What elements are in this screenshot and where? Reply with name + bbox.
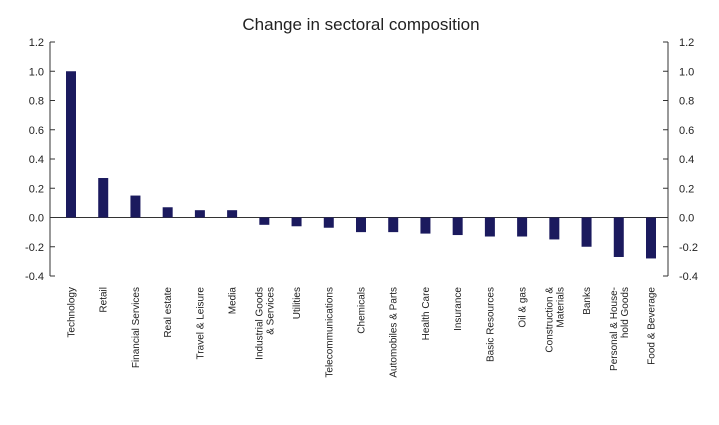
category-label: Technology xyxy=(67,287,78,338)
y-tick-label-left: 1.2 xyxy=(29,37,44,49)
category-label-line: & Services xyxy=(265,287,276,335)
category-label: Food & Beverage xyxy=(647,287,658,365)
category-label: Real estate xyxy=(163,287,174,338)
y-axis-left: -0.4 -0.2 0.0 0.2 0.4 0.6 0.8 1.0 1.2 xyxy=(25,37,55,283)
y-tick-label-left: 1.0 xyxy=(29,66,44,78)
y-tick-label-left: 0.2 xyxy=(29,183,44,195)
category-label-line: Industrial Goods xyxy=(254,287,265,360)
bar xyxy=(323,217,334,228)
y-tick-label-left: -0.4 xyxy=(25,271,44,283)
category-label: Industrial Goods& Services xyxy=(254,287,276,360)
bars xyxy=(66,71,656,259)
category-label-line: Insurance xyxy=(453,287,464,331)
category-label-line: Automobiles & Parts xyxy=(389,287,400,378)
category-label-line: Chemicals xyxy=(357,287,368,334)
category-label: Basic Resources xyxy=(485,287,496,362)
y-tick-label-right: -0.2 xyxy=(679,242,698,254)
category-labels: Technology Retail Financial Services Real e… xyxy=(67,287,658,378)
category-label-line: Financial Services xyxy=(131,287,142,368)
bar xyxy=(613,217,624,257)
bar xyxy=(549,217,560,240)
category-label: Media xyxy=(228,287,239,315)
y-tick-label-right: -0.4 xyxy=(679,271,698,283)
bar xyxy=(162,207,173,218)
y-tick-label-right: 0.2 xyxy=(679,183,694,195)
category-label-line: Food & Beverage xyxy=(647,287,658,365)
bar xyxy=(388,217,399,233)
y-axis-right: -0.4 -0.2 0.0 0.2 0.4 0.6 0.8 1.0 1.2 xyxy=(663,37,698,283)
category-label-line: Personal & House- xyxy=(609,287,620,371)
y-tick-label-right: 1.0 xyxy=(679,66,694,78)
bar xyxy=(291,217,302,227)
bar xyxy=(356,217,366,233)
category-label-line: hold Goods xyxy=(620,287,631,338)
category-label: Retail xyxy=(99,287,110,313)
y-tick-label-left: 0.6 xyxy=(29,125,44,137)
category-label: Personal & House-hold Goods xyxy=(609,287,631,371)
category-label: Chemicals xyxy=(357,287,368,334)
y-tick-label-left: -0.2 xyxy=(25,242,44,254)
y-tick-label-right: 1.2 xyxy=(679,37,694,49)
chart-title: Change in sectoral composition xyxy=(242,15,479,34)
category-label: Health Care xyxy=(421,287,432,341)
category-label-line: Banks xyxy=(582,287,593,315)
y-tick-label-right: 0.6 xyxy=(679,125,694,137)
category-label: Automobiles & Parts xyxy=(389,287,400,378)
category-label-line: Telecommunications xyxy=(324,287,335,378)
category-label-line: Construction & xyxy=(544,287,555,353)
bar xyxy=(517,217,528,237)
category-label: Construction &Materials xyxy=(544,287,566,353)
y-tick-label-left: 0.8 xyxy=(29,96,44,108)
category-label: Travel & Leisure xyxy=(195,287,206,360)
category-label-line: Materials xyxy=(555,287,566,328)
bar xyxy=(130,195,141,218)
y-tick-label-left: 0.4 xyxy=(29,154,44,166)
category-label-line: Oil & gas xyxy=(518,287,529,328)
category-label-line: Media xyxy=(228,287,239,315)
y-tick-label-left: 0.0 xyxy=(29,213,44,225)
category-label-line: Real estate xyxy=(163,287,174,338)
bar xyxy=(646,217,656,259)
category-label-line: Technology xyxy=(67,287,78,338)
category-label: Utilities xyxy=(292,287,303,319)
bar xyxy=(420,217,431,234)
category-label: Financial Services xyxy=(131,287,142,368)
bar xyxy=(259,217,270,225)
category-label-line: Retail xyxy=(99,287,110,313)
y-tick-label-right: 0.4 xyxy=(679,154,694,166)
category-label: Insurance xyxy=(453,287,464,331)
y-tick-label-right: 0.8 xyxy=(679,96,694,108)
bar xyxy=(66,71,76,218)
bar xyxy=(227,210,238,218)
category-label: Banks xyxy=(582,287,593,315)
bar xyxy=(484,217,495,237)
bar xyxy=(581,217,592,247)
category-label-line: Travel & Leisure xyxy=(195,287,206,360)
category-label-line: Utilities xyxy=(292,287,303,319)
bar xyxy=(194,210,205,218)
y-tick-label-right: 0.0 xyxy=(679,213,694,225)
category-label-line: Health Care xyxy=(421,287,432,341)
bar xyxy=(452,217,463,236)
category-label: Oil & gas xyxy=(518,287,529,328)
bar xyxy=(98,178,109,218)
category-label-line: Basic Resources xyxy=(485,287,496,362)
category-label: Telecommunications xyxy=(324,287,335,378)
